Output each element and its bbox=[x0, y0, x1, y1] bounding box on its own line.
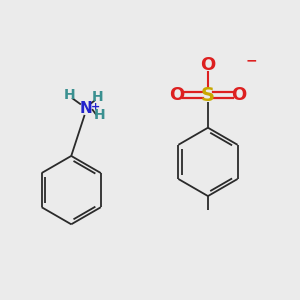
Text: H: H bbox=[94, 108, 105, 122]
Text: +: + bbox=[91, 102, 101, 112]
Text: O: O bbox=[169, 86, 184, 104]
Text: O: O bbox=[200, 56, 216, 74]
Text: O: O bbox=[232, 86, 247, 104]
Text: H: H bbox=[92, 90, 104, 104]
Text: S: S bbox=[201, 85, 215, 104]
Text: N: N bbox=[80, 101, 92, 116]
Text: −: − bbox=[245, 54, 257, 68]
Text: H: H bbox=[63, 88, 75, 102]
